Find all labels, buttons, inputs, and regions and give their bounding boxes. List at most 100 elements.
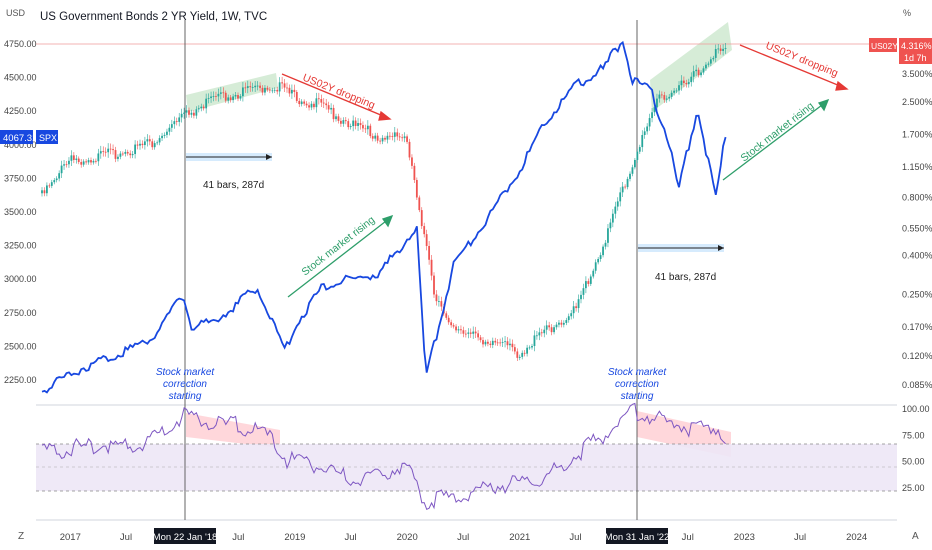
candle-body bbox=[558, 322, 560, 325]
candle-body bbox=[467, 332, 470, 334]
candle-body bbox=[592, 270, 595, 277]
candle-body bbox=[469, 332, 472, 334]
rsi-tick-label: 100.00 bbox=[902, 404, 930, 414]
candle-body bbox=[391, 136, 394, 137]
candle-body bbox=[634, 159, 636, 168]
candle-body bbox=[229, 97, 232, 101]
candle-body bbox=[293, 89, 296, 92]
candle-body bbox=[335, 116, 337, 120]
candle-body bbox=[494, 340, 497, 343]
candle-body bbox=[722, 48, 725, 51]
rsi-tick-label: 75.00 bbox=[902, 430, 925, 440]
candle-body bbox=[384, 137, 386, 140]
candle-body bbox=[636, 151, 639, 160]
timezone-icon[interactable]: Z bbox=[18, 531, 24, 542]
candle-body bbox=[386, 135, 389, 140]
left-tick-label: 3250.00 bbox=[4, 241, 37, 251]
time-axis[interactable]: 2017 Jul Jul 2019 Jul 2020 Jul 2021 Jul Jul 2023 Ju… bbox=[60, 532, 867, 543]
candle-body bbox=[450, 322, 453, 326]
candle-body bbox=[249, 86, 252, 88]
candle-body bbox=[222, 92, 225, 94]
measure-left[interactable] bbox=[186, 153, 272, 161]
candle-body bbox=[651, 112, 653, 119]
right-tick-label: 1.150% bbox=[902, 162, 932, 172]
candle-body bbox=[322, 102, 325, 104]
candle-body bbox=[342, 120, 345, 124]
candle-body bbox=[357, 123, 359, 126]
candle-body bbox=[68, 160, 70, 165]
candle-body bbox=[53, 180, 56, 183]
candle-body bbox=[58, 173, 61, 179]
candle-body bbox=[200, 106, 203, 109]
candle-body bbox=[77, 158, 80, 163]
candle-body bbox=[313, 103, 315, 108]
candle-body bbox=[278, 82, 281, 92]
candle-body bbox=[298, 100, 301, 105]
left-tick-label: 4250.00 bbox=[4, 106, 37, 116]
svg-text:starting: starting bbox=[621, 391, 654, 402]
candle-body bbox=[504, 341, 506, 343]
svg-text:1d 7h: 1d 7h bbox=[904, 53, 927, 63]
candle-body bbox=[48, 185, 51, 187]
arrow-dropping-left bbox=[281, 73, 392, 121]
candle-body bbox=[291, 89, 293, 94]
time-tick-label: 2021 bbox=[509, 532, 530, 543]
candle-body bbox=[472, 331, 475, 334]
candle-body bbox=[344, 120, 347, 122]
candle-body bbox=[513, 347, 516, 352]
candle-body bbox=[415, 179, 418, 198]
spx-price-badge[interactable]: 4067.31 SPX bbox=[0, 130, 58, 144]
svg-text:Stock market: Stock market bbox=[608, 367, 668, 378]
right-tick-label: 2.500% bbox=[902, 97, 932, 107]
candle-body bbox=[702, 68, 705, 73]
candle-body bbox=[303, 101, 306, 104]
time-tick-label: Jul bbox=[682, 532, 694, 543]
candle-body bbox=[117, 156, 119, 159]
candle-body bbox=[161, 135, 163, 139]
candle-body bbox=[511, 343, 514, 348]
auto-scale-icon[interactable]: A bbox=[912, 531, 919, 542]
candle-body bbox=[533, 335, 536, 347]
candle-body bbox=[136, 144, 139, 146]
left-tick-label: 4000.00 bbox=[4, 140, 37, 150]
time-tick-label: 2019 bbox=[284, 532, 305, 543]
candle-body bbox=[376, 135, 379, 141]
svg-text:correction: correction bbox=[163, 379, 207, 390]
candle-body bbox=[224, 92, 227, 101]
candle-body bbox=[261, 87, 264, 93]
candle-body bbox=[550, 327, 553, 333]
candle-body bbox=[121, 153, 124, 155]
candle-body bbox=[87, 160, 90, 163]
svg-text:Mon 22 Jan '18: Mon 22 Jan '18 bbox=[153, 532, 218, 543]
candle-body bbox=[523, 352, 526, 354]
rsi-axis[interactable]: 100.00 75.00 50.00 25.00 bbox=[902, 404, 930, 493]
right-tick-label: 0.170% bbox=[902, 322, 932, 332]
time-tick-label: Jul bbox=[569, 532, 581, 543]
us02y-badge[interactable]: US02Y 4.316% 1d 7h bbox=[869, 38, 932, 64]
candle-body bbox=[75, 158, 78, 160]
candle-body bbox=[146, 139, 149, 142]
candle-body bbox=[340, 120, 342, 124]
candle-body bbox=[656, 98, 658, 108]
candle-body bbox=[141, 143, 144, 146]
candle-body bbox=[362, 125, 364, 129]
candle-body bbox=[99, 151, 102, 154]
rsi-band bbox=[36, 444, 897, 491]
measure-right[interactable] bbox=[638, 244, 724, 252]
candle-body bbox=[202, 106, 205, 109]
candle-body bbox=[621, 186, 624, 193]
candle-body bbox=[629, 173, 631, 179]
candle-body bbox=[251, 87, 254, 88]
candle-body bbox=[609, 222, 612, 229]
candle-body bbox=[242, 87, 244, 97]
candle-body bbox=[690, 76, 693, 83]
left-tick-label: 2250.00 bbox=[4, 375, 37, 385]
left-tick-label: 2750.00 bbox=[4, 308, 37, 318]
candle-body bbox=[602, 246, 604, 256]
candle-body bbox=[646, 126, 649, 132]
rsi-line bbox=[41, 402, 726, 510]
candle-body bbox=[565, 320, 568, 323]
left-price-axis[interactable]: 4750.00 4500.00 4250.00 4000.00 3750.00 3500.… bbox=[4, 39, 37, 385]
right-tick-label: 0.550% bbox=[902, 224, 932, 234]
